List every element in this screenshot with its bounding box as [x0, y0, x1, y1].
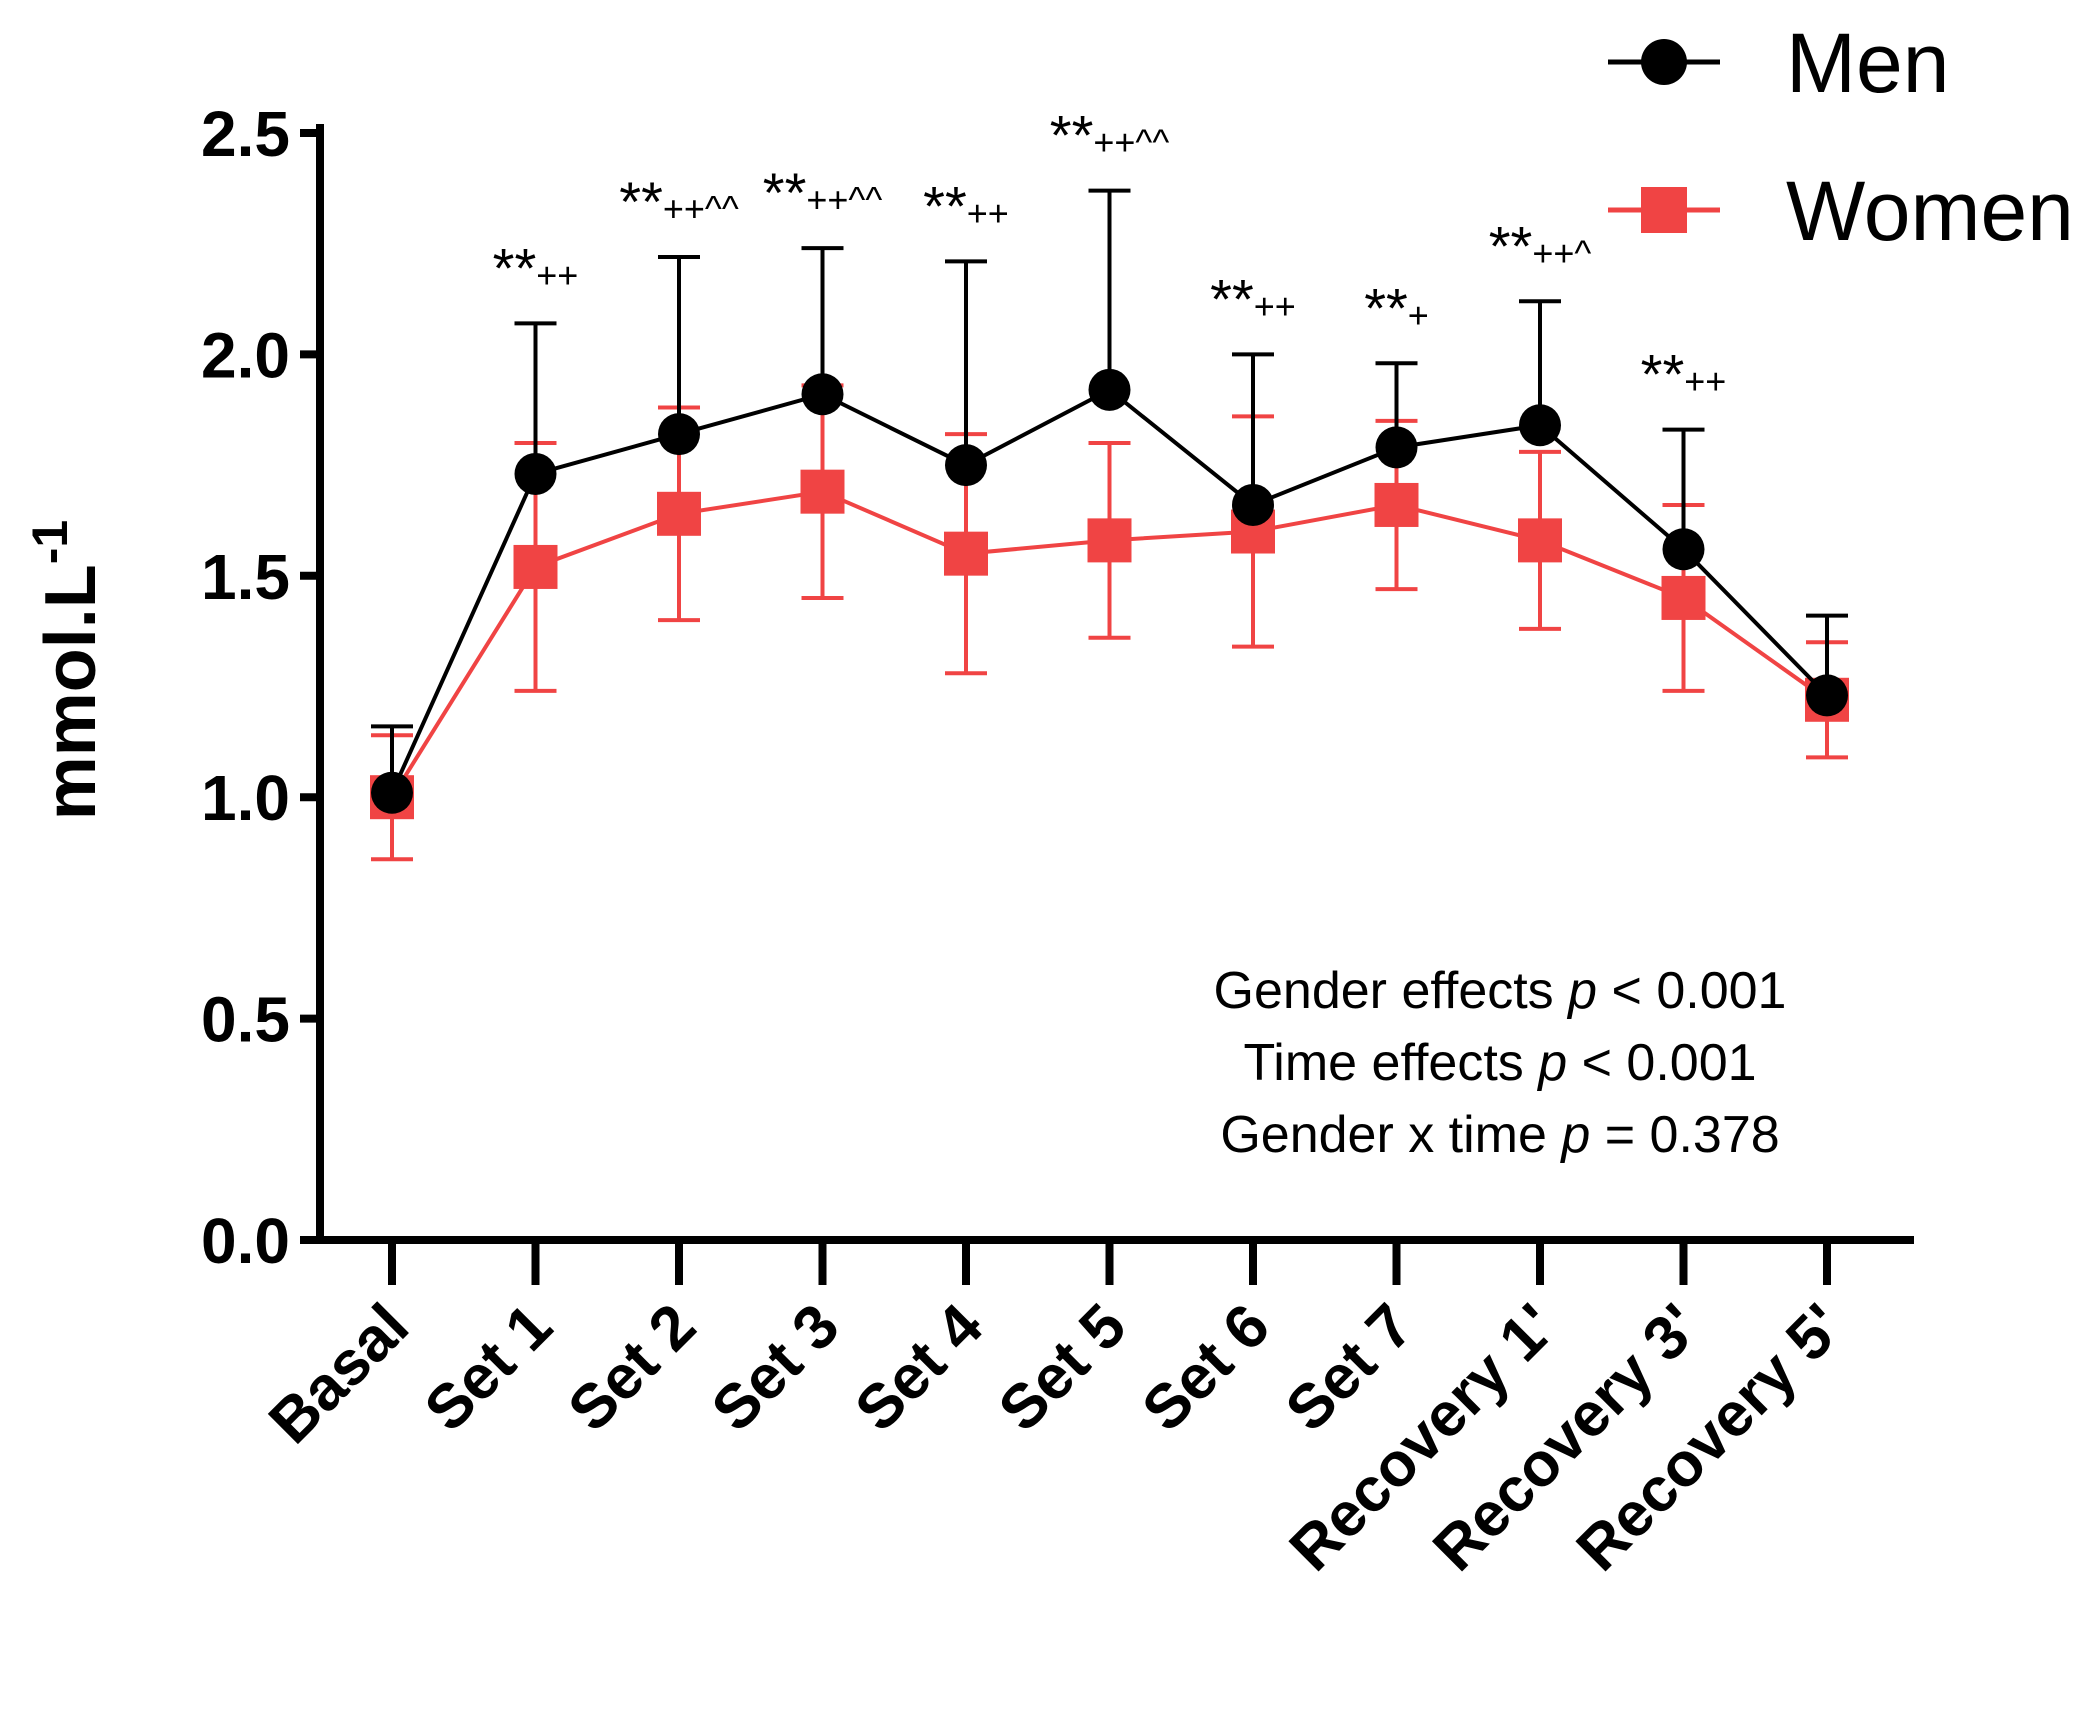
x-tick-label-0: Basal: [256, 1291, 422, 1457]
y-tick-label-3: 1.5: [201, 541, 290, 613]
women-series: [370, 383, 1849, 862]
y-tick-label-0: 0.0: [201, 1205, 290, 1277]
legend-women-label: Women: [1786, 164, 2074, 258]
significance-label-4: **++^^: [1050, 104, 1170, 167]
annotation-time: Time effects p < 0.001: [1243, 1034, 1756, 1092]
men-point-3: [801, 373, 844, 416]
men-point-1: [514, 452, 557, 495]
x-tick-label-3: Set 3: [699, 1291, 853, 1445]
y-axis-label-main: mmol.L: [31, 564, 111, 820]
y-tick-label-2: 1.0: [201, 762, 290, 834]
significance-marks-1: ++^^: [663, 188, 739, 229]
women-point-8: [1518, 518, 1562, 563]
annotation-gender-value: < 0.001: [1597, 962, 1786, 1020]
significance-stars-6: **: [1364, 276, 1408, 339]
men-series: [371, 188, 1848, 814]
y-axis-label-superscript: -1: [22, 520, 78, 564]
significance-stars-7: **: [1489, 214, 1533, 277]
women-point-3: [800, 469, 845, 514]
annotation-time-label: Time effects: [1243, 1034, 1523, 1092]
y-tick-label-1: 0.5: [201, 984, 290, 1056]
y-tick-label-4: 2.0: [201, 319, 290, 391]
men-point-6: [1232, 483, 1274, 526]
legend-men-label: Men: [1786, 16, 1949, 110]
significance-stars-1: **: [619, 170, 663, 233]
significance-label-0: **++: [493, 236, 579, 299]
women-point-1: [513, 544, 558, 589]
significance-stars-2: **: [763, 161, 807, 224]
significance-stars-5: **: [1210, 267, 1254, 330]
significance-label-8: **++: [1641, 343, 1727, 406]
x-tick-label-6: Set 6: [1129, 1291, 1283, 1445]
significance-stars-3: **: [923, 174, 967, 237]
women-point-4: [944, 531, 988, 576]
annotation-interaction-label: Gender x time: [1220, 1106, 1547, 1164]
women-point-7: [1374, 482, 1419, 527]
significance-stars-8: **: [1641, 343, 1685, 406]
significance-label-5: **++: [1210, 267, 1296, 330]
significance-marks-5: ++: [1254, 285, 1296, 326]
annotation-gender-label: Gender effects: [1214, 962, 1554, 1020]
women-point-9: [1661, 575, 1706, 620]
men-point-4: [945, 444, 987, 487]
men-point-8: [1519, 404, 1561, 447]
y-ticks: 0.0 0.5 1.0 1.5 2.0 2.5: [201, 98, 320, 1277]
annotation-gender-p: p: [1566, 962, 1597, 1020]
x-tick-label-5: Set 5: [986, 1291, 1140, 1445]
significance-marks-3: ++: [967, 192, 1009, 233]
significance-label-3: **++: [923, 174, 1009, 237]
significance-marks-0: ++: [536, 254, 578, 295]
significance-marks-4: ++^^: [1093, 122, 1169, 163]
x-tick-label-1: Set 1: [412, 1291, 566, 1445]
y-axis-label: mmol.L-1: [22, 520, 111, 820]
women-point-2: [657, 491, 701, 536]
y-axis-label-text: mmol.L-1: [22, 520, 111, 820]
significance-stars-4: **: [1050, 104, 1094, 167]
significance-marks-6: +: [1408, 294, 1429, 335]
annotation-interaction: Gender x time p = 0.378: [1220, 1106, 1779, 1164]
men-point-10: [1806, 674, 1848, 717]
men-point-2: [658, 413, 700, 456]
legend-entry-women: Women: [1608, 164, 2074, 258]
men-point-9: [1662, 528, 1705, 571]
significance-label-6: **+: [1364, 276, 1429, 339]
significance-label-2: **++^^: [763, 161, 883, 224]
significance-label-1: **++^^: [619, 170, 739, 233]
annotation-gender: Gender effects p < 0.001: [1214, 962, 1787, 1020]
significance-labels: **++**++^^ **++^^ **++**++^^**++ **+**++^**…: [493, 104, 1727, 406]
y-tick-label-5: 2.5: [201, 98, 290, 170]
men-point-5: [1088, 368, 1131, 411]
annotation-interaction-value: = 0.378: [1590, 1106, 1779, 1164]
annotation-interaction-p: p: [1559, 1106, 1590, 1164]
significance-marks-7: ++^: [1532, 232, 1591, 273]
x-tick-label-2: Set 2: [555, 1291, 709, 1445]
men-point-0: [371, 771, 413, 814]
legend: Men Women: [1608, 16, 2074, 258]
annotation-time-value: < 0.001: [1567, 1034, 1756, 1092]
significance-label-7: **++^: [1489, 214, 1592, 277]
men-point-7: [1375, 426, 1418, 469]
annotation-time-p: p: [1536, 1034, 1567, 1092]
stats-annotation: Gender effects p < 0.001 Time effects p …: [1214, 962, 1787, 1164]
women-point-5: [1087, 518, 1132, 563]
legend-men-marker: [1641, 39, 1687, 85]
significance-marks-8: ++: [1684, 361, 1726, 402]
significance-stars-0: **: [493, 236, 537, 299]
x-tick-label-4: Set 4: [842, 1291, 996, 1445]
legend-women-marker: [1641, 187, 1687, 233]
legend-entry-men: Men: [1608, 16, 1949, 110]
significance-marks-2: ++^^: [806, 179, 882, 220]
